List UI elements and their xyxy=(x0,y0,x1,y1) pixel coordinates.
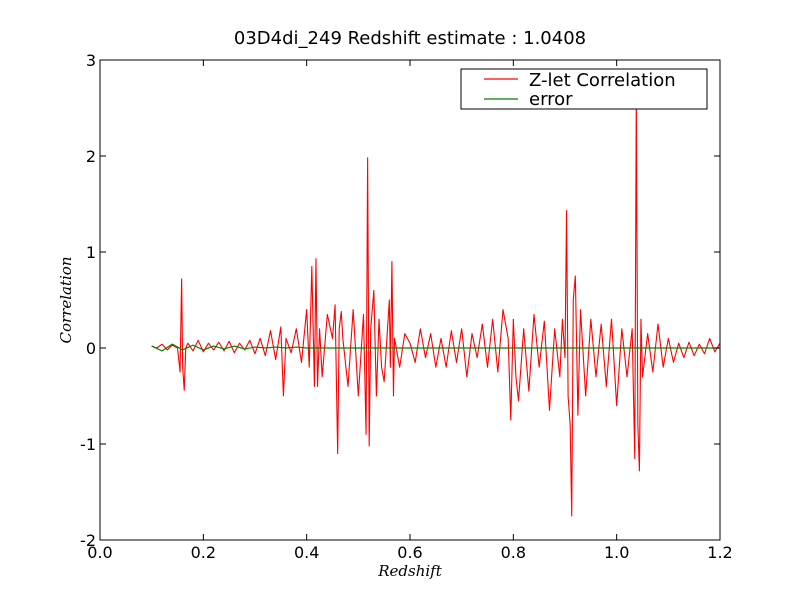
y-axis-label: Correlation xyxy=(57,257,75,344)
plot-area xyxy=(100,60,720,540)
y-tick-label: 1 xyxy=(86,243,96,262)
x-axis-label: Redshift xyxy=(377,562,442,580)
x-tick-label: 0.4 xyxy=(294,543,319,562)
ticks-layer: 0.0 0.2 0.4 0.6 0.8 1.0 1.2 3 2 1 0 -1 -2 xyxy=(80,51,733,562)
legend-box xyxy=(460,68,708,110)
chart-title: 03D4di_249 Redshift estimate : 1.0408 xyxy=(234,28,586,49)
series-layer xyxy=(151,93,721,517)
y-tick-label: 3 xyxy=(86,51,96,70)
x-tick-label: 1.2 xyxy=(707,543,732,562)
legend-label-zlet-correlation: Z-let Correlation xyxy=(529,70,676,91)
x-tick-label: 0.2 xyxy=(191,543,216,562)
legend-label-error: error xyxy=(529,89,573,110)
series-line-z-let-correlation xyxy=(151,93,721,517)
series-line-error xyxy=(151,343,720,352)
y-tick-label: -2 xyxy=(80,531,96,550)
x-tick-label: 0.8 xyxy=(501,543,526,562)
x-tick-label: 0.0 xyxy=(87,543,112,562)
x-tick-label: 1.0 xyxy=(604,543,629,562)
x-tick-label: 0.6 xyxy=(397,543,422,562)
y-tick-label: 0 xyxy=(86,339,96,358)
y-tick-label: -1 xyxy=(80,435,96,454)
y-tick-label: 2 xyxy=(86,147,96,166)
legend: Z-let Correlation error xyxy=(460,68,708,110)
